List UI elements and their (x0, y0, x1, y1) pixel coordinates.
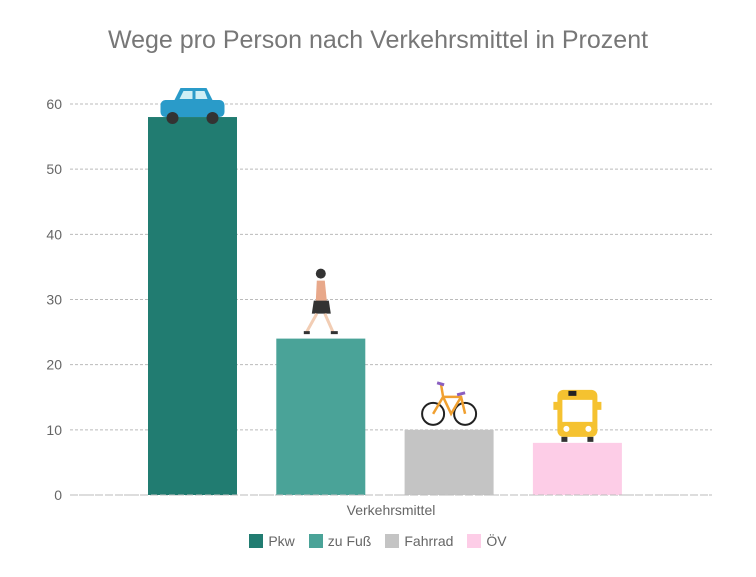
y-tick-label: 60 (46, 96, 62, 112)
legend-item[interactable]: Pkw (249, 533, 295, 549)
legend-item[interactable]: Fahrrad (385, 533, 453, 549)
legend-swatch (249, 534, 264, 548)
y-tick-label: 10 (46, 422, 62, 438)
x-axis-label: Verkehrsmittel (347, 502, 436, 518)
y-tick-label: 40 (46, 226, 62, 242)
bicycle-icon (421, 381, 478, 426)
bar-v (532, 442, 622, 495)
bus-icon (553, 389, 602, 442)
legend-item[interactable]: ÖV (467, 533, 507, 549)
bar-zufu (276, 338, 366, 495)
legend-label: zu Fuß (327, 533, 372, 549)
car-icon (160, 88, 225, 125)
legend: Pkw zu Fuß Fahrrad ÖV (0, 533, 756, 549)
y-tick-label: 0 (54, 487, 62, 503)
legend-swatch (385, 534, 400, 548)
y-tick-label: 30 (46, 292, 62, 308)
y-tick-label: 20 (46, 357, 62, 373)
bar-fahrrad (404, 429, 494, 495)
legend-label: Fahrrad (404, 533, 454, 549)
legend-label: ÖV (486, 533, 507, 549)
legend-swatch (467, 534, 482, 548)
pedestrian-icon (303, 268, 338, 335)
legend-swatch (308, 534, 323, 548)
bar-pkw (148, 117, 237, 496)
y-tick-label: 50 (46, 161, 62, 177)
legend-label: Pkw (268, 533, 295, 549)
legend-item[interactable]: zu Fuß (308, 533, 372, 549)
chart-title: Wege pro Person nach Verkehrsmittel in P… (107, 26, 649, 54)
